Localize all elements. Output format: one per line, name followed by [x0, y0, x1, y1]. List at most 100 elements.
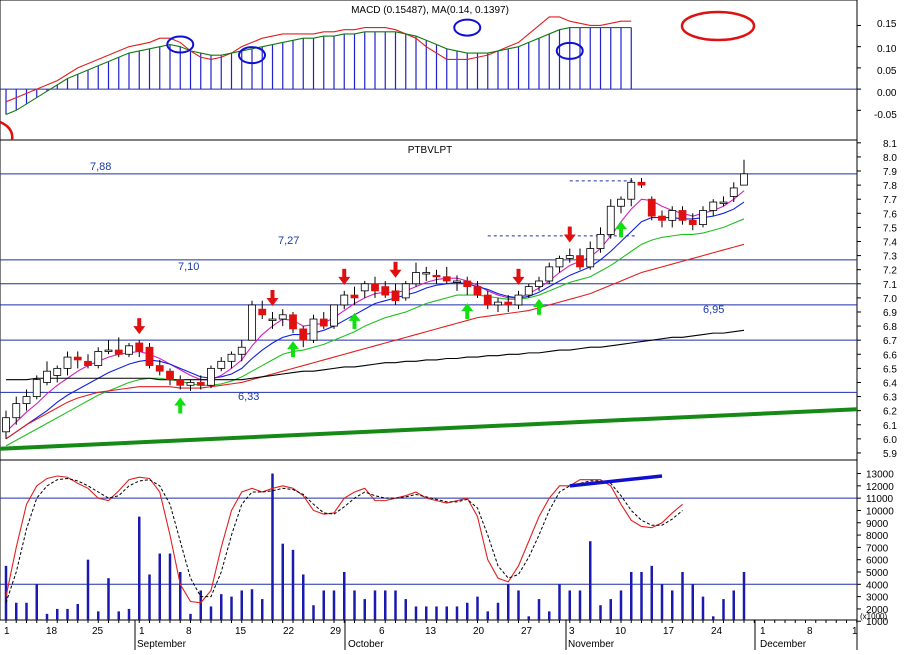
- volume-bar: [199, 590, 202, 620]
- volume-axis-unit: (x1000): [860, 612, 887, 621]
- divergence-trendline: [569, 474, 663, 488]
- candle-body: [43, 370, 51, 383]
- price-tick-label: 6.2: [883, 407, 897, 418]
- volume-bar: [650, 565, 653, 620]
- macd-crossover-marker: [555, 41, 584, 60]
- volume-tick-label: 6000: [866, 556, 889, 567]
- price-title: PTBVLPT: [408, 145, 452, 156]
- candle-body: [340, 294, 349, 306]
- candle-body: [473, 286, 482, 296]
- price-tick-label: 6.1: [883, 421, 897, 432]
- volume-bar: [45, 613, 49, 620]
- candle-body: [360, 283, 369, 292]
- x-axis: 1 18 25 1 8 15 22 29 6 13 20 27 3 10 17 …: [4, 626, 858, 650]
- volume-bar: [537, 599, 541, 620]
- volume-tick-label: 1000: [866, 617, 889, 628]
- candle-body: [719, 201, 728, 204]
- volume-bar: [681, 572, 684, 620]
- candle-body: [596, 234, 605, 249]
- volume-tick-label: 4000: [866, 580, 889, 591]
- candle-body: [330, 304, 338, 327]
- candle-body: [53, 367, 62, 376]
- buy-signal-arrow: [174, 397, 187, 406]
- price-tick-label: 6.8: [883, 322, 897, 333]
- price-tick-label: 7.6: [883, 209, 897, 220]
- candle-body: [309, 318, 318, 341]
- candle-body: [258, 308, 267, 316]
- buy-signal-arrow: [533, 298, 545, 307]
- x-day-tick: 22: [283, 626, 295, 637]
- x-day-tick: 1: [4, 626, 10, 637]
- volume-bar: [404, 599, 407, 620]
- x-day-tick: 3: [569, 626, 575, 637]
- x-day-tick: 17: [663, 626, 675, 637]
- volume-bar: [732, 590, 735, 620]
- sell-signal-arrow: [389, 269, 402, 278]
- buy-signal-arrow: [287, 341, 299, 350]
- candle-body: [401, 283, 410, 299]
- long-term-trendline: [0, 407, 858, 451]
- candle-body: [688, 219, 697, 225]
- buy-signal-arrow-stem: [465, 310, 470, 320]
- candle-body: [463, 280, 472, 288]
- volume-bar: [66, 608, 69, 620]
- x-day-tick: 20: [473, 626, 485, 637]
- volume-bar: [76, 604, 79, 620]
- candle-body: [381, 286, 390, 296]
- volume-bar: [35, 584, 38, 620]
- volume-tick-label: 11000: [866, 494, 894, 505]
- volume-bar: [86, 559, 90, 620]
- volume-bar: [4, 565, 8, 620]
- macd-bottom-marker: [0, 120, 14, 141]
- macd-crossover-marker: [166, 35, 195, 54]
- volume-bar: [568, 590, 571, 620]
- macd-crossover-marker: [238, 46, 266, 65]
- x-month-label: November: [568, 639, 615, 650]
- candle-body: [207, 367, 215, 386]
- level-label-710: 7,10: [178, 261, 199, 273]
- volume-bar: [435, 606, 438, 620]
- x-day-tick: 8: [807, 626, 813, 637]
- candle-body: [84, 360, 92, 366]
- candle-body: [22, 396, 31, 405]
- candle-body: [627, 181, 636, 200]
- candle-body: [63, 356, 72, 369]
- sell-signal-arrow-stem: [516, 268, 521, 278]
- candle-body: [145, 346, 154, 366]
- x-day-tick: 8: [186, 626, 192, 637]
- volume-tick-label: 8000: [866, 531, 889, 542]
- sell-signal-arrow: [133, 326, 146, 335]
- volume-bar: [722, 599, 725, 620]
- candle-body: [637, 181, 646, 186]
- volume-bar: [558, 584, 561, 620]
- volume-bar: [168, 553, 172, 620]
- x-day-tick: 15: [235, 626, 247, 637]
- sell-signal-arrow: [512, 276, 525, 285]
- candle-body: [186, 382, 195, 386]
- volume-bar: [394, 590, 397, 620]
- x-month-label: September: [137, 639, 187, 650]
- volume-bar: [230, 596, 233, 620]
- volume-tick-label: 3000: [866, 593, 889, 604]
- buy-signal-arrow-stem: [619, 228, 623, 238]
- volume-tick-label: 13000: [866, 470, 894, 481]
- volume-bar: [425, 606, 428, 620]
- buy-signal-arrow: [461, 303, 474, 312]
- candle-body: [545, 266, 554, 282]
- volume-bar: [271, 473, 274, 620]
- volume-bar: [671, 590, 674, 620]
- volume-bar: [220, 594, 223, 620]
- candle-body: [94, 351, 103, 366]
- candle-body: [248, 304, 256, 341]
- macd-tick-label: -0.05: [874, 110, 897, 121]
- macd-tick-label: 0.10: [877, 44, 897, 55]
- volume-bar: [691, 584, 694, 620]
- candle-body: [176, 379, 185, 386]
- x-month-label: October: [348, 639, 384, 650]
- volume-bar: [15, 602, 18, 620]
- volume-bar: [507, 584, 510, 620]
- x-day-tick: 6: [379, 626, 385, 637]
- candle-body: [565, 255, 574, 259]
- candle-body: [483, 294, 492, 306]
